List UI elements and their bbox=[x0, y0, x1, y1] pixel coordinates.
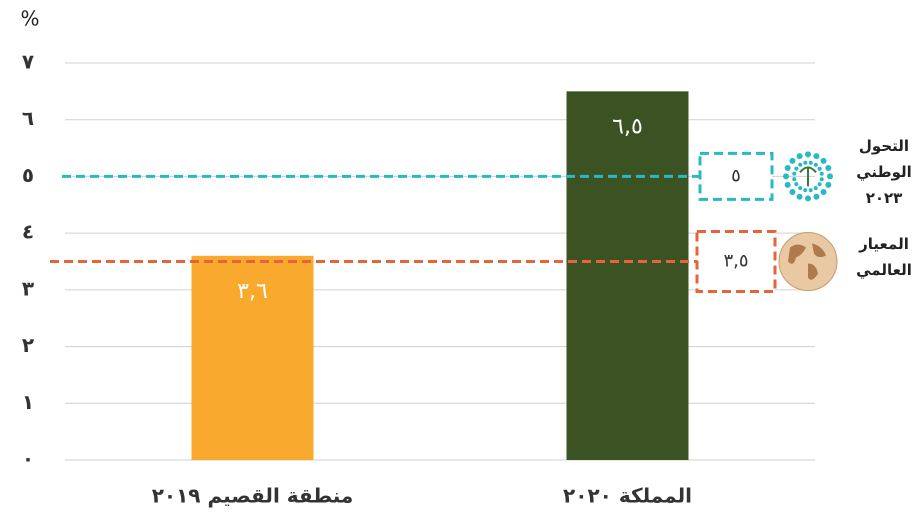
emblem-dot bbox=[803, 160, 808, 165]
reference-label: المعيار bbox=[858, 235, 909, 253]
bar-value-label: ٣,٦ bbox=[237, 279, 268, 304]
emblem-dot bbox=[796, 153, 803, 160]
x-tick-label: المملكة ٢٠٢٠ bbox=[563, 484, 692, 508]
emblem-dot bbox=[820, 157, 827, 164]
emblem-dot bbox=[813, 162, 818, 167]
y-axis-label: % bbox=[20, 7, 39, 31]
bar bbox=[566, 91, 689, 460]
emblem-dot bbox=[820, 188, 827, 195]
reference-label: التحول bbox=[859, 137, 909, 155]
emblem-dot bbox=[789, 157, 796, 164]
globe-icon bbox=[778, 232, 838, 291]
reference-label: ٢٠٢٣ bbox=[866, 189, 903, 207]
reference-value-label: ٣,٥ bbox=[723, 251, 748, 272]
emblem-dot bbox=[808, 188, 813, 193]
emblem-dot bbox=[798, 162, 803, 167]
bar bbox=[191, 255, 314, 460]
emblem-dot bbox=[825, 165, 832, 172]
y-tick-label: ٤ bbox=[22, 220, 34, 244]
emblem-dot bbox=[805, 195, 811, 202]
emblem-dot bbox=[784, 165, 791, 172]
emblem-dot bbox=[813, 186, 818, 191]
emblem-dot bbox=[805, 151, 811, 158]
y-tick-label: ٧ bbox=[22, 50, 34, 74]
emblem-dot bbox=[794, 182, 799, 187]
emblem-dot bbox=[808, 160, 813, 165]
emblem-palm bbox=[799, 166, 817, 187]
emblem-dot bbox=[817, 166, 822, 171]
x-tick-label: منطقة القصيم ٢٠١٩ bbox=[152, 484, 354, 508]
y-tick-label: ١ bbox=[22, 390, 34, 414]
reference-box bbox=[698, 151, 774, 201]
emblem-dot bbox=[798, 186, 803, 191]
y-tick-label: ٠ bbox=[22, 447, 34, 471]
emblem-dot bbox=[792, 177, 797, 182]
emblem-dot bbox=[803, 188, 808, 193]
emblem-dot bbox=[827, 173, 833, 180]
emblem-dot bbox=[813, 153, 820, 160]
y-tick-label: ٣ bbox=[22, 276, 34, 300]
reference-value-label: ٥ bbox=[731, 165, 741, 186]
reference-box bbox=[695, 230, 777, 293]
bar-value-label: ٦,٥ bbox=[612, 114, 643, 139]
y-tick-label: ٦ bbox=[22, 106, 34, 130]
y-tick-label: ٥ bbox=[22, 163, 34, 187]
globe-land bbox=[788, 243, 826, 280]
emblem-dot bbox=[819, 177, 824, 182]
emblem-dot bbox=[794, 166, 799, 171]
y-tick-label: ٢ bbox=[22, 333, 34, 357]
reference-label: العالمي bbox=[856, 261, 912, 279]
emblem-dot bbox=[789, 188, 796, 195]
emblem-dot bbox=[817, 182, 822, 187]
reference-label: الوطني bbox=[856, 163, 912, 181]
emblem-dot bbox=[784, 181, 791, 188]
emblem-dot bbox=[792, 171, 797, 176]
emblem-dot bbox=[825, 181, 832, 188]
emblem-dot bbox=[783, 173, 789, 180]
emblem-dot bbox=[796, 193, 803, 200]
emblem-dot bbox=[813, 193, 820, 200]
emblem-dot bbox=[819, 171, 824, 176]
